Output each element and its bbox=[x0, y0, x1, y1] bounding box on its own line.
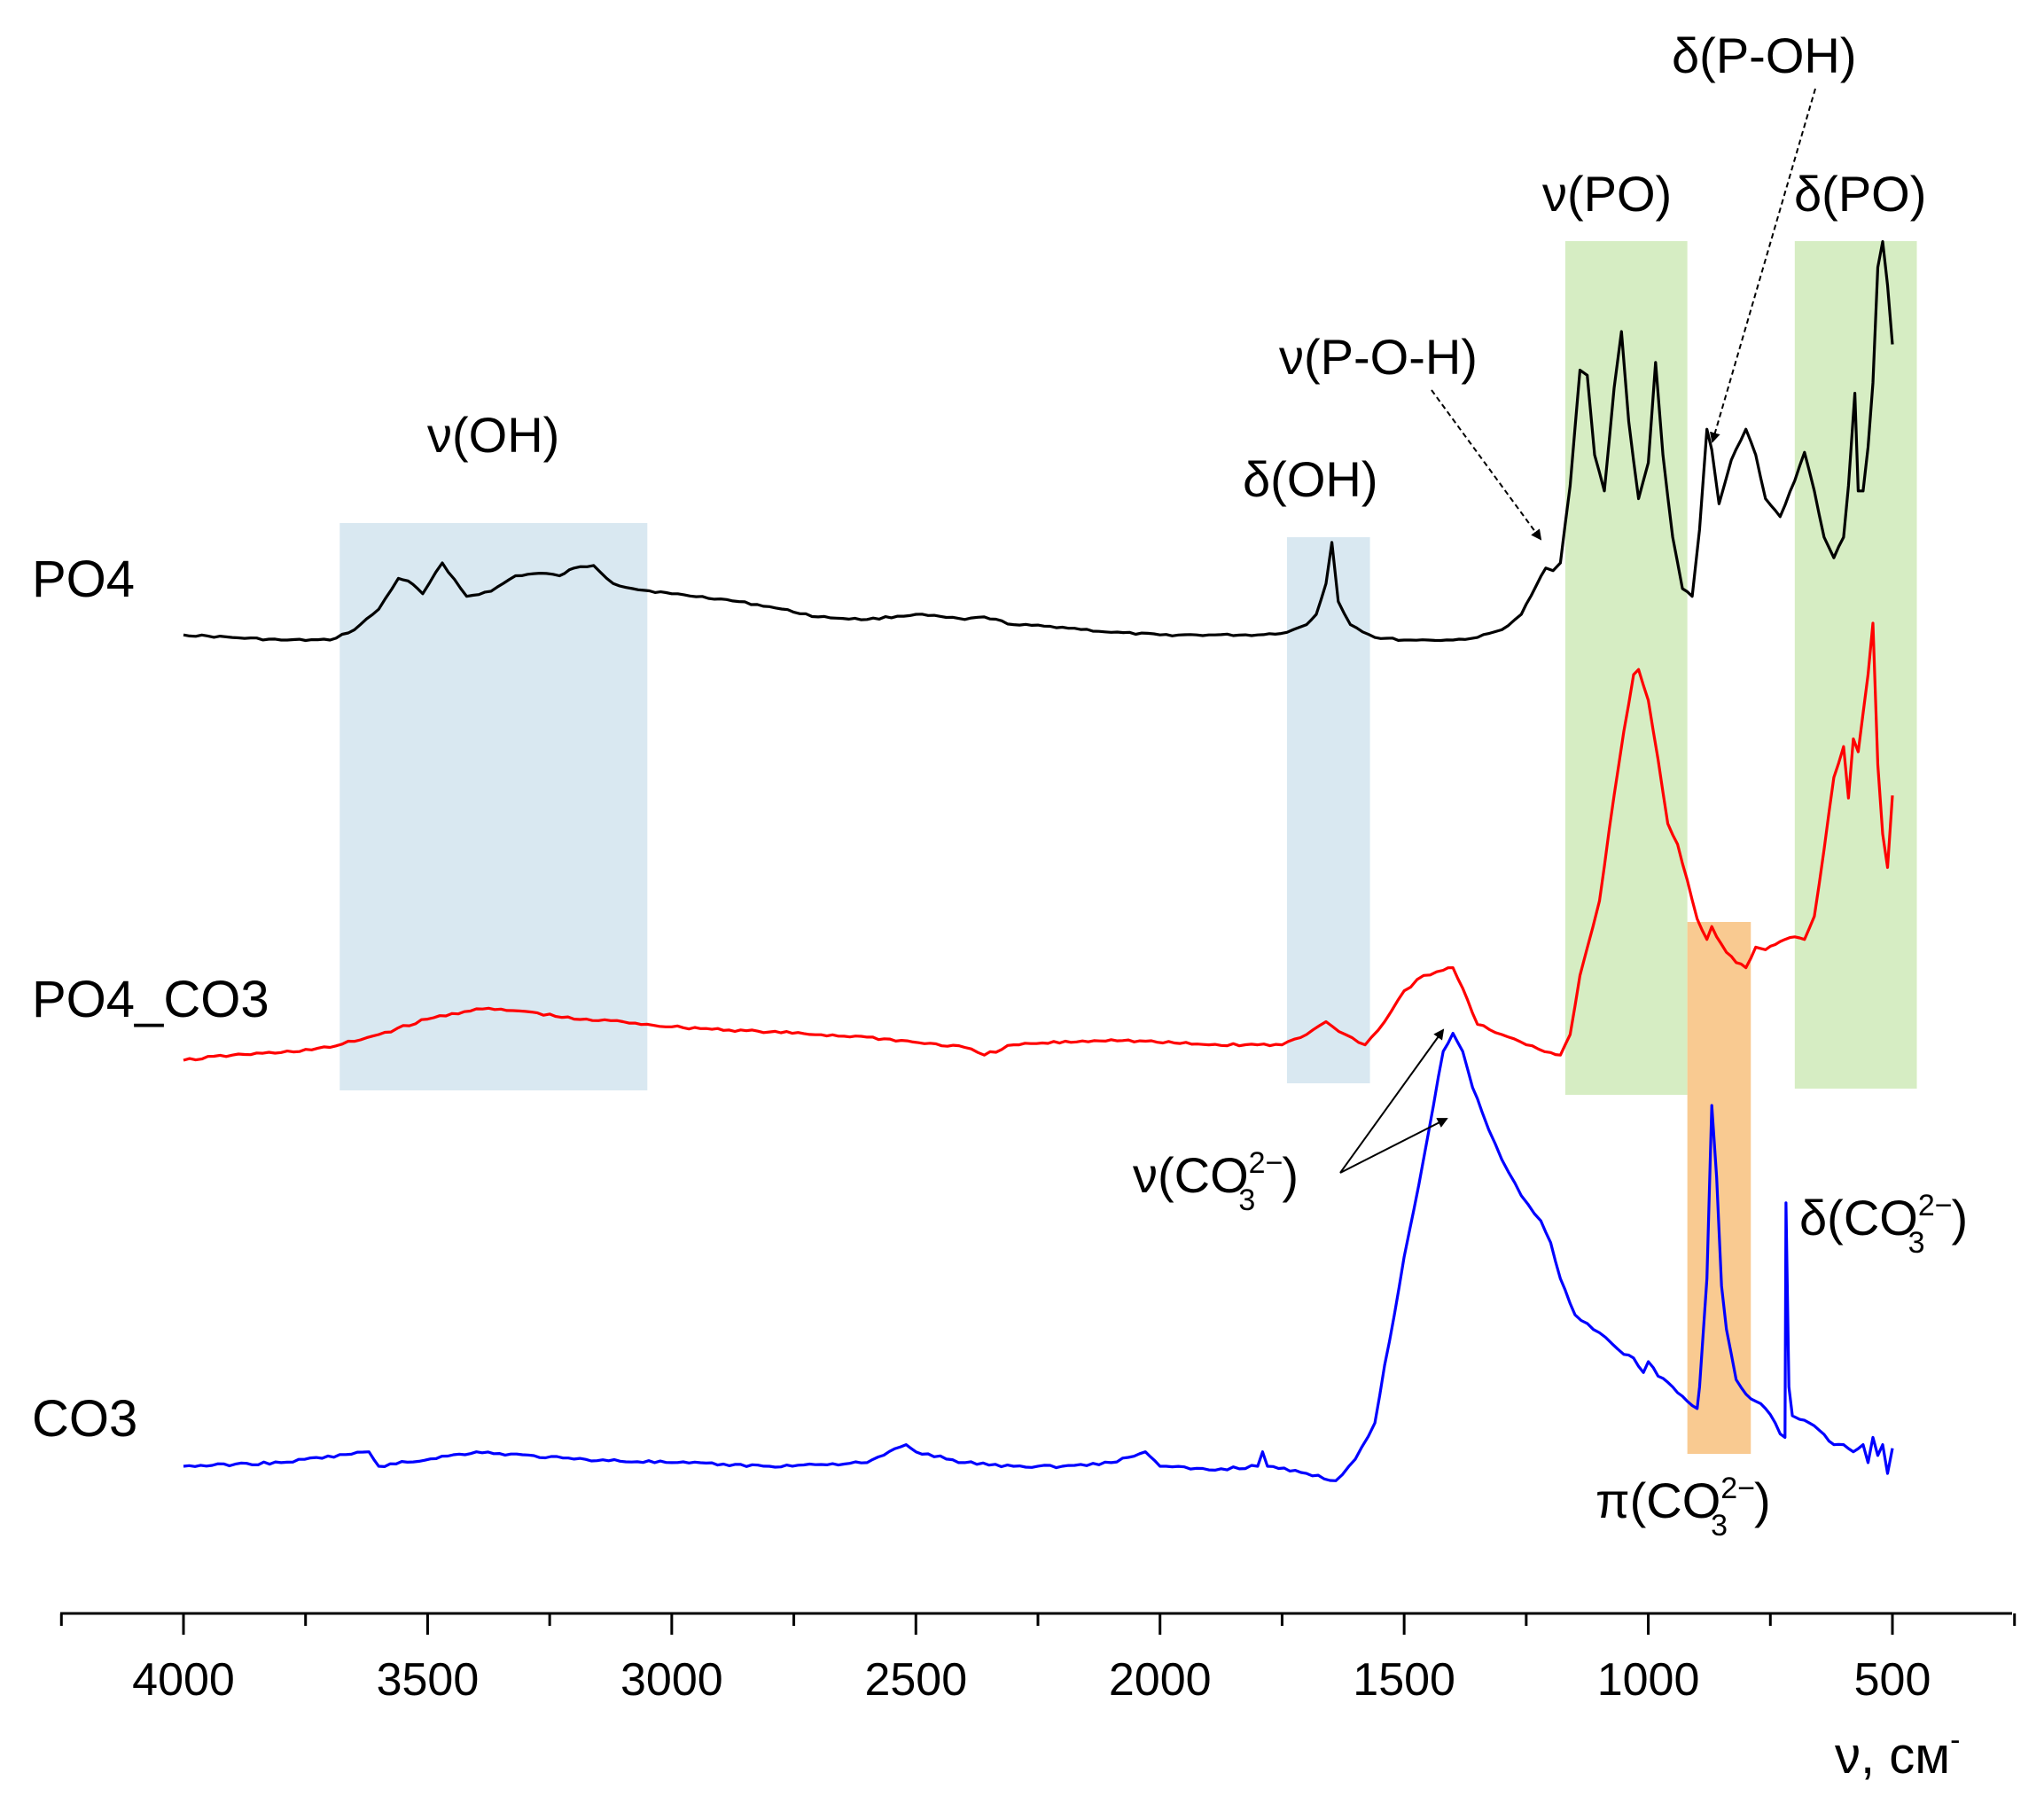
annotation-arrows bbox=[1339, 88, 1816, 1174]
shaded-region-5 bbox=[1687, 922, 1751, 1454]
x-tick-label-3000: 3000 bbox=[620, 1654, 723, 1706]
x-axis-title: ν, см- bbox=[1835, 1723, 1960, 1785]
annotation-nu-oh: ν(OH) bbox=[427, 407, 559, 463]
annotation-delta-oh: δ(OH) bbox=[1243, 451, 1377, 507]
series-line-po4 bbox=[183, 239, 1894, 643]
x-axis: 4000 3500 3000 2500 2000 1500 1000 500 bbox=[59, 1612, 2017, 1706]
series-label-co3: CO3 bbox=[32, 1390, 137, 1448]
arrow-nu-co3-lower bbox=[1339, 1118, 1448, 1174]
shaded-region-2 bbox=[1286, 537, 1370, 1083]
series-lines bbox=[183, 239, 1894, 1482]
series-line-co3 bbox=[183, 1032, 1894, 1482]
annotation-delta-p-oh: δ(P-OH) bbox=[1672, 27, 1856, 83]
x-tick-label-500: 500 bbox=[1854, 1654, 1931, 1706]
annotation-delta-co3: δ(CO2− 3) bbox=[1799, 1189, 1968, 1260]
x-tick-label-1000: 1000 bbox=[1597, 1654, 1700, 1706]
x-tick-label-3500: 3500 bbox=[377, 1654, 480, 1706]
arrow-nu-co3-upper bbox=[1339, 1028, 1445, 1174]
x-tick-label-2000: 2000 bbox=[1109, 1654, 1212, 1706]
x-tick-label-1500: 1500 bbox=[1353, 1654, 1455, 1706]
annotation-nu-co3: ν(CO2− 3) bbox=[1133, 1146, 1299, 1217]
series-label-po4-co3: PO4_CO3 bbox=[32, 971, 269, 1028]
annotation-nu-p-o-h: ν(P-O-H) bbox=[1279, 329, 1478, 385]
annotation-pi-co3: π(CO2− 3) bbox=[1595, 1472, 1771, 1543]
arrow-nu-p-o-h bbox=[1431, 389, 1542, 541]
annotation-delta-po: δ(PO) bbox=[1794, 166, 1926, 222]
shaded-region-4 bbox=[1794, 241, 1917, 1089]
shaded-region-1 bbox=[339, 523, 648, 1090]
x-tick-label-2500: 2500 bbox=[864, 1654, 967, 1706]
series-line-po4-co3 bbox=[183, 621, 1894, 1062]
annotation-nu-po: ν(PO) bbox=[1542, 166, 1672, 222]
series-label-po4: PO4 bbox=[32, 551, 135, 608]
arrow-delta-p-oh bbox=[1710, 88, 1816, 443]
shaded-regions bbox=[339, 241, 1917, 1454]
x-tick-label-4000: 4000 bbox=[132, 1654, 235, 1706]
